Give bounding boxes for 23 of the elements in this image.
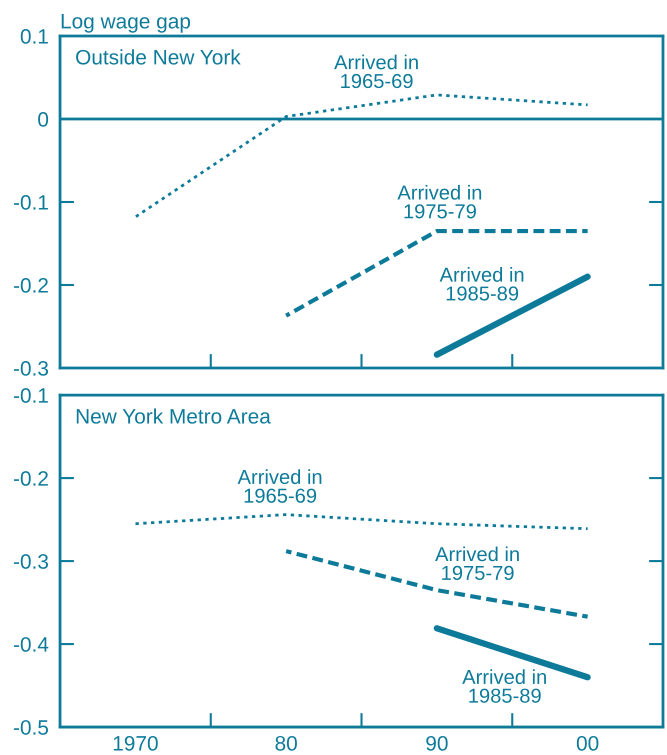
x-tick-label: 00 bbox=[576, 736, 598, 751]
x-tick-label: 80 bbox=[275, 736, 297, 751]
text: New York Metro Area bbox=[76, 408, 271, 424]
series-label: Arrived in 1965-69 bbox=[238, 469, 322, 503]
text: Outside New York bbox=[76, 49, 241, 65]
series-label: Arrived in 1985-89 bbox=[440, 267, 524, 301]
x-tick-label: 90 bbox=[426, 736, 448, 751]
y-tick-label: -0.5 bbox=[14, 720, 48, 735]
y-tick-label: -0.1 bbox=[14, 195, 48, 210]
y-tick-label: -0.2 bbox=[14, 278, 48, 293]
y-tick-label: -0.3 bbox=[14, 554, 48, 569]
y-axis-title: Log wage gap bbox=[62, 14, 190, 33]
series-label: Arrived in 1985-89 bbox=[462, 669, 546, 703]
series-label: Arrived in 1975-79 bbox=[435, 546, 519, 580]
y-tick-label: 0 bbox=[38, 112, 48, 127]
y-tick-label: -0.1 bbox=[14, 388, 48, 403]
y-tick-label: -0.4 bbox=[14, 637, 48, 652]
y-tick-label: -0.2 bbox=[14, 471, 48, 486]
series-label: Arrived in 1975-79 bbox=[397, 184, 482, 218]
x-tick-label: 1970 bbox=[114, 736, 158, 751]
y-tick-label: -0.3 bbox=[14, 360, 48, 376]
y-tick-label: 0.1 bbox=[20, 29, 48, 44]
series-label: Arrived in 1965-69 bbox=[334, 54, 418, 88]
